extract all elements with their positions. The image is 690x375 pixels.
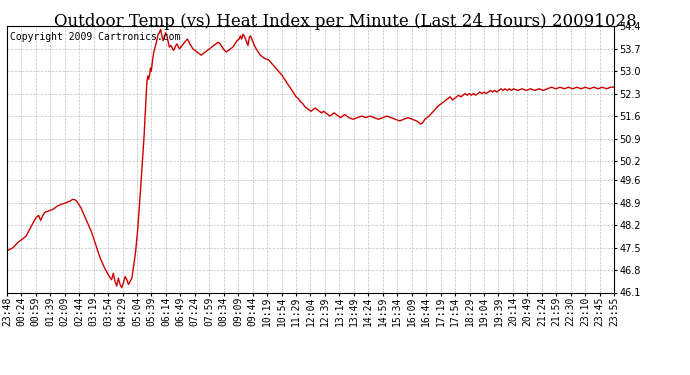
Text: Copyright 2009 Cartronics.com: Copyright 2009 Cartronics.com bbox=[10, 32, 180, 42]
Text: Outdoor Temp (vs) Heat Index per Minute (Last 24 Hours) 20091028: Outdoor Temp (vs) Heat Index per Minute … bbox=[54, 13, 636, 30]
